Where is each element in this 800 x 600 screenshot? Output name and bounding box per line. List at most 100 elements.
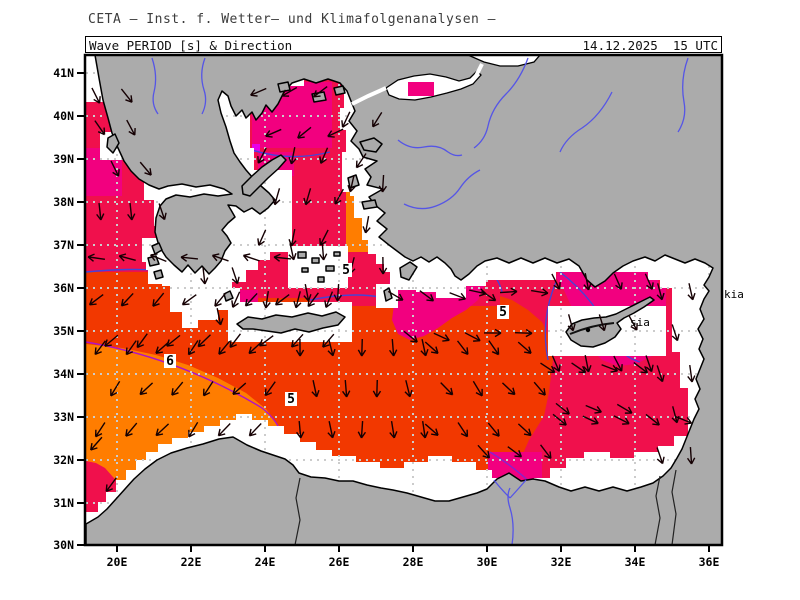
country-border-0 <box>294 477 301 546</box>
wave-arrow <box>105 477 117 493</box>
lat-label-40N: 40N <box>53 109 74 123</box>
island-cyprus <box>565 296 655 348</box>
wave-arrow <box>257 147 267 164</box>
wave-arrow <box>231 267 240 285</box>
lat-label-37N: 37N <box>53 238 74 252</box>
contour-label-box <box>340 263 352 277</box>
wave-arrow <box>319 147 329 164</box>
wave-arrow <box>94 340 106 356</box>
island-thasos <box>277 81 291 93</box>
wave-arrow <box>378 174 388 193</box>
country-border-1 <box>654 475 661 546</box>
valid-datetime: 14.12.2025 15 UTC <box>582 38 718 53</box>
wave-arrow <box>265 128 282 138</box>
wave-arrow <box>628 314 638 331</box>
wave-arrow <box>152 292 165 307</box>
island-cyclades-5 <box>333 251 341 257</box>
wave-arrow <box>327 339 336 357</box>
wave-arrow <box>322 333 335 348</box>
wave-arrow <box>540 362 556 374</box>
river-8 <box>493 479 511 499</box>
wave-arrow <box>257 229 267 246</box>
lat-label-33N: 33N <box>53 410 74 424</box>
wave-arrow <box>372 379 382 398</box>
wave-arrow <box>613 355 623 372</box>
wave-arrow <box>355 153 367 169</box>
wave-arrow <box>120 88 133 103</box>
wave-arrow <box>87 253 106 262</box>
map-frame <box>83 53 724 547</box>
city-label-0: sia <box>630 316 650 329</box>
city-marker-nicosia <box>585 327 591 333</box>
wave-arrow <box>424 341 439 355</box>
wave-arrow <box>656 283 665 301</box>
wave-arrow <box>118 253 136 262</box>
wave-arrow <box>211 253 229 262</box>
contour-label-6: 6 <box>166 354 174 369</box>
wave-arrow <box>327 421 336 439</box>
bosporus-strait <box>474 63 484 77</box>
wave-arrow <box>420 339 429 357</box>
wave-arrow <box>288 243 297 261</box>
wave-arrow <box>91 87 101 104</box>
wave-arrow <box>297 126 312 139</box>
wave-arrow <box>202 381 214 397</box>
wave-arrow <box>333 283 343 302</box>
wave-arrow <box>120 292 134 307</box>
wave-arrow <box>433 332 450 342</box>
river-3 <box>559 91 613 153</box>
wave-arrow <box>571 362 587 374</box>
wave-arrow <box>125 340 137 356</box>
lat-label-31N: 31N <box>53 496 74 510</box>
island-karpathos <box>383 287 393 302</box>
wave-arrow <box>440 382 454 396</box>
contour-line-2 <box>86 341 285 441</box>
wave-arrow <box>424 423 439 436</box>
wave-arrow <box>583 273 592 291</box>
wave-arrow <box>188 421 199 438</box>
wave-arrow <box>403 330 418 343</box>
wave-arrow <box>342 379 351 398</box>
page-title: CETA — Inst. f. Wetter— und Klimafolgena… <box>88 12 497 27</box>
wave-arrow <box>362 216 371 234</box>
lat-label-32N: 32N <box>53 453 74 467</box>
wave-arrow <box>215 308 224 326</box>
lat-label-38N: 38N <box>53 195 74 209</box>
title-box <box>85 36 722 53</box>
wave-arrow <box>499 287 518 297</box>
wave-arrow <box>248 423 262 437</box>
wave-arrow <box>290 333 304 348</box>
wave-arrow <box>686 446 696 465</box>
contour-label-box <box>164 354 176 368</box>
wave-arrow <box>127 202 136 221</box>
wave-arrow <box>671 324 680 342</box>
wave-arrow <box>389 421 398 439</box>
island-zakynthos <box>153 269 164 280</box>
wave-arrow <box>125 422 138 437</box>
wave-arrow <box>598 314 607 332</box>
wave-arrow <box>88 294 104 306</box>
wave-arrow <box>250 87 267 97</box>
wave-arrow <box>155 423 170 437</box>
wave-arrow <box>180 253 199 262</box>
wave-arrow <box>296 420 305 439</box>
wave-arrow <box>288 147 297 165</box>
wave-arrow <box>272 188 281 206</box>
lon-label-20E: 20E <box>107 555 128 569</box>
wave-arrow <box>200 266 209 285</box>
island-lesbos <box>359 137 383 153</box>
wave-arrow <box>540 444 552 460</box>
wave-arrow <box>687 283 696 301</box>
island-cyclades-4 <box>301 267 309 273</box>
wave-arrow <box>311 380 320 398</box>
wave-arrow <box>387 290 404 301</box>
wave-arrow <box>687 364 696 383</box>
lon-label-32E: 32E <box>551 555 572 569</box>
wave-arrow <box>472 380 483 397</box>
island-cyclades-2 <box>311 257 320 264</box>
river-9 <box>509 479 527 499</box>
wave-arrow <box>139 382 154 396</box>
wave-arrow <box>155 341 170 354</box>
island-cyclades-6 <box>317 276 325 283</box>
river-1 <box>403 169 481 210</box>
